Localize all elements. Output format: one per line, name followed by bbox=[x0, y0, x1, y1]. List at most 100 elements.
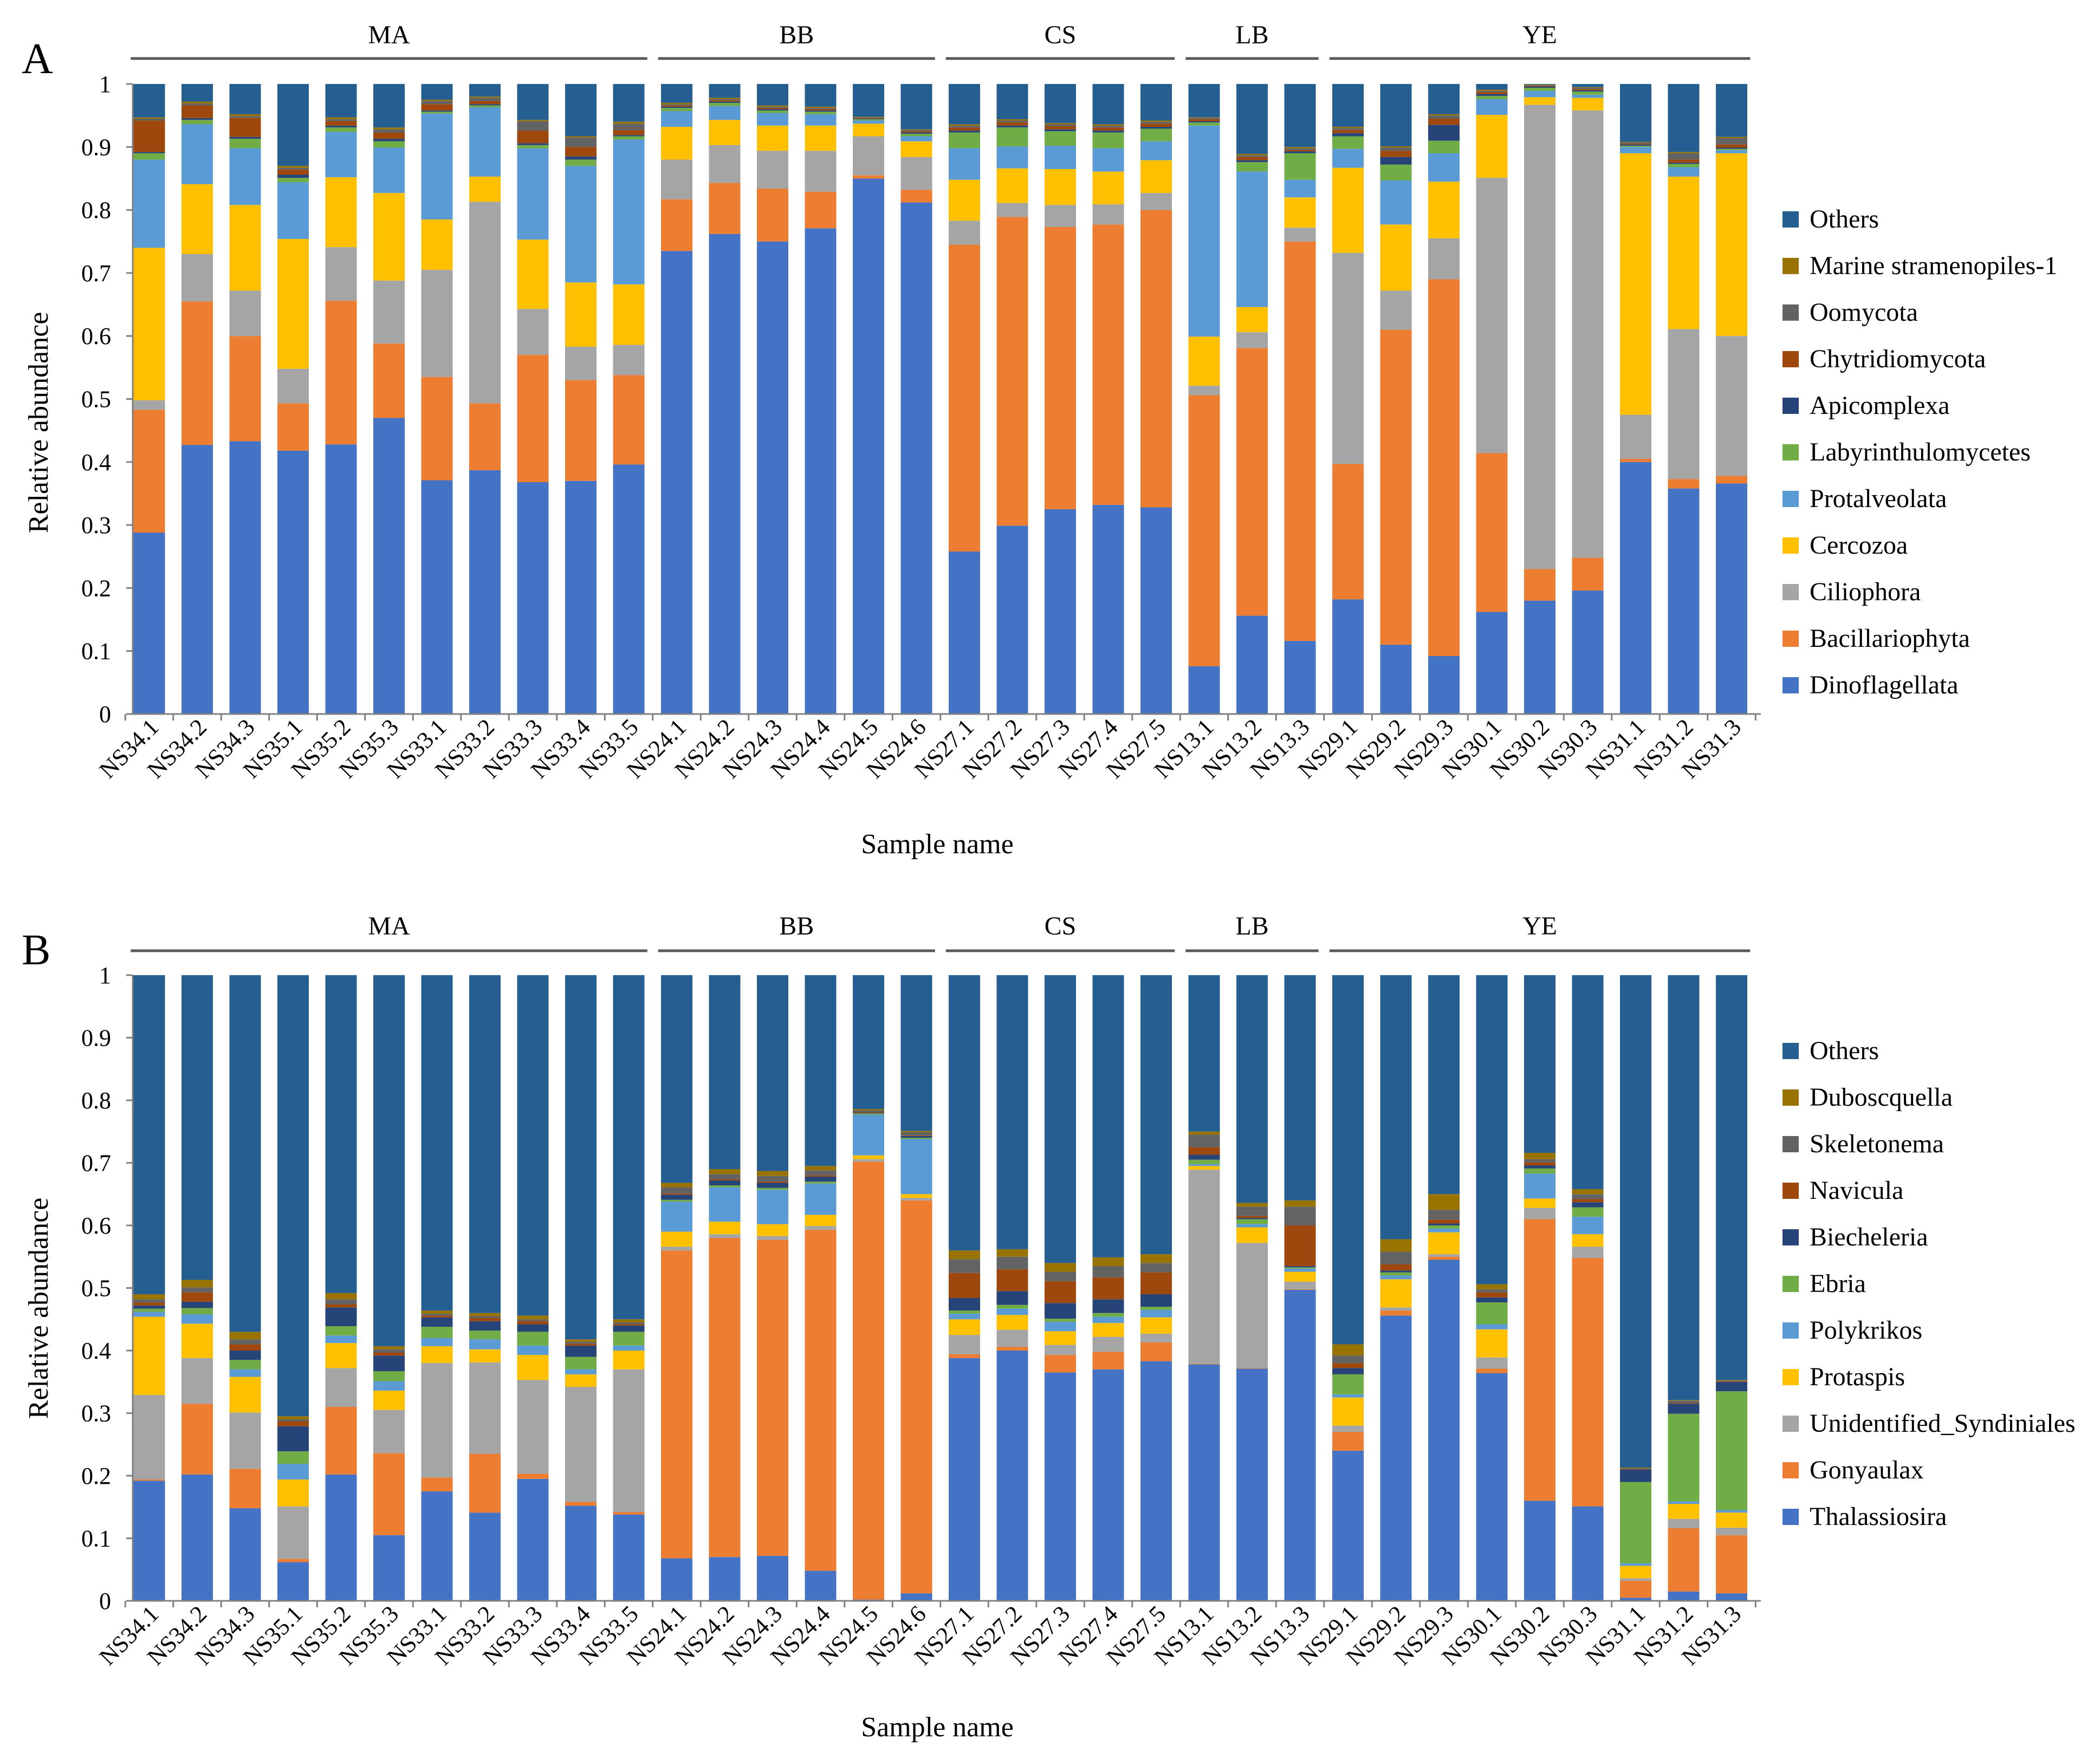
bar-segment bbox=[709, 106, 741, 120]
bar-segment bbox=[1428, 1228, 1460, 1232]
bar-segment bbox=[1045, 1263, 1076, 1272]
bar-stack bbox=[1332, 84, 1364, 714]
legend-label: Ebria bbox=[1810, 1269, 1866, 1298]
bar-segment bbox=[133, 1302, 165, 1306]
bar-segment bbox=[182, 254, 213, 302]
bar-segment bbox=[1380, 146, 1412, 148]
bar-segment bbox=[1476, 94, 1508, 96]
bar-segment bbox=[900, 1131, 932, 1132]
bar-segment bbox=[421, 1491, 453, 1601]
bar-segment bbox=[133, 152, 165, 153]
bar-segment bbox=[1380, 329, 1412, 645]
bar-segment bbox=[613, 284, 645, 345]
bar-segment bbox=[277, 975, 309, 1417]
bar-segment bbox=[613, 1325, 645, 1332]
bar-segment bbox=[1140, 1263, 1172, 1273]
bar-segment bbox=[1284, 1289, 1316, 1601]
bar-segment bbox=[1284, 1266, 1316, 1268]
bar-segment bbox=[182, 184, 213, 255]
legend-label: Bacillariophyta bbox=[1810, 624, 1970, 653]
legend-label: Thalassiosira bbox=[1810, 1502, 1947, 1531]
bar-segment bbox=[757, 1183, 788, 1188]
panel-b: B MA BB CS LB YE 0 0.1 0.2 0.3 0.4 0.5 0.6 0.7 0.8 0.… bbox=[22, 912, 2076, 1743]
bar-segment bbox=[709, 1174, 741, 1179]
bar-stack bbox=[373, 975, 405, 1601]
bar-segment bbox=[1668, 159, 1700, 163]
bar-stack bbox=[1045, 975, 1076, 1601]
bar-segment bbox=[182, 1474, 213, 1601]
bar-stack bbox=[469, 975, 501, 1601]
bar-segment bbox=[1236, 348, 1268, 616]
bar-segment bbox=[1620, 1581, 1651, 1598]
bar-segment bbox=[373, 1371, 405, 1381]
bar-segment bbox=[1428, 115, 1460, 119]
bar-segment bbox=[1524, 1165, 1555, 1169]
bar-stack bbox=[1668, 975, 1700, 1601]
bar-segment bbox=[1380, 1275, 1412, 1280]
bar-segment bbox=[229, 975, 261, 1332]
bar-segment bbox=[1092, 1299, 1124, 1313]
bar-segment bbox=[133, 1395, 165, 1480]
bar-stack bbox=[1380, 975, 1412, 1601]
bar-segment bbox=[565, 1357, 597, 1370]
bar-segment bbox=[1476, 114, 1508, 178]
bar-segment bbox=[949, 1313, 980, 1320]
bar-segment bbox=[373, 139, 405, 141]
bar-segment bbox=[517, 1315, 549, 1320]
bar-segment bbox=[229, 84, 261, 114]
bar-stack bbox=[565, 975, 597, 1601]
bar-segment bbox=[996, 1269, 1028, 1292]
bar-segment bbox=[900, 1132, 932, 1135]
bar-segment bbox=[661, 102, 692, 105]
bar-segment bbox=[805, 109, 837, 111]
bar-segment bbox=[1332, 1432, 1364, 1451]
y-axis-label: Relative abundance bbox=[23, 312, 54, 534]
legend-label: Skeletonema bbox=[1810, 1130, 1944, 1158]
bar-segment bbox=[757, 1236, 788, 1240]
bar-segment bbox=[182, 84, 213, 102]
bar-segment bbox=[900, 84, 932, 129]
bar-segment bbox=[1236, 1219, 1268, 1224]
bar-segment bbox=[1476, 1357, 1508, 1369]
bar-segment bbox=[1092, 131, 1124, 133]
bar-segment bbox=[1332, 127, 1364, 128]
bar-segment bbox=[1092, 1336, 1124, 1352]
bar-segment bbox=[1188, 121, 1220, 122]
bar-segment bbox=[853, 1161, 884, 1600]
bar-segment bbox=[1476, 1289, 1508, 1293]
bar-segment bbox=[373, 147, 405, 193]
bar-segment bbox=[133, 118, 165, 121]
bar-segment bbox=[1236, 171, 1268, 307]
bar-stack bbox=[133, 84, 165, 714]
bar-segment bbox=[229, 118, 261, 137]
bar-segment bbox=[1476, 1302, 1508, 1325]
bar-segment bbox=[277, 1451, 309, 1464]
bar-segment bbox=[1380, 151, 1412, 157]
bar-segment bbox=[517, 84, 549, 120]
bar-segment bbox=[613, 1351, 645, 1370]
bar-segment bbox=[182, 1280, 213, 1288]
bar-segment bbox=[1716, 148, 1747, 151]
bar-segment bbox=[229, 1339, 261, 1345]
bar-segment bbox=[1236, 154, 1268, 155]
bar-segment bbox=[277, 239, 309, 369]
bar-segment bbox=[949, 1297, 980, 1311]
group-label: LB bbox=[1235, 21, 1268, 49]
bar-segment bbox=[1236, 975, 1268, 1203]
bar-segment bbox=[565, 380, 597, 481]
bar-segment bbox=[325, 117, 357, 120]
bar-segment bbox=[421, 1317, 453, 1327]
bar-segment bbox=[1332, 975, 1364, 1345]
bar-segment bbox=[325, 1406, 357, 1475]
bar-segment bbox=[900, 1198, 932, 1201]
legend-swatch bbox=[1783, 1322, 1799, 1339]
bar-segment bbox=[661, 1231, 692, 1247]
bar-segment bbox=[1284, 241, 1316, 641]
bar-segment bbox=[229, 116, 261, 118]
bar-segment bbox=[277, 166, 309, 168]
bar-segment bbox=[853, 1114, 884, 1156]
bar-stack bbox=[853, 84, 884, 714]
bar-segment bbox=[229, 1508, 261, 1601]
bar-segment bbox=[421, 113, 453, 220]
bar-segment bbox=[1380, 645, 1412, 714]
